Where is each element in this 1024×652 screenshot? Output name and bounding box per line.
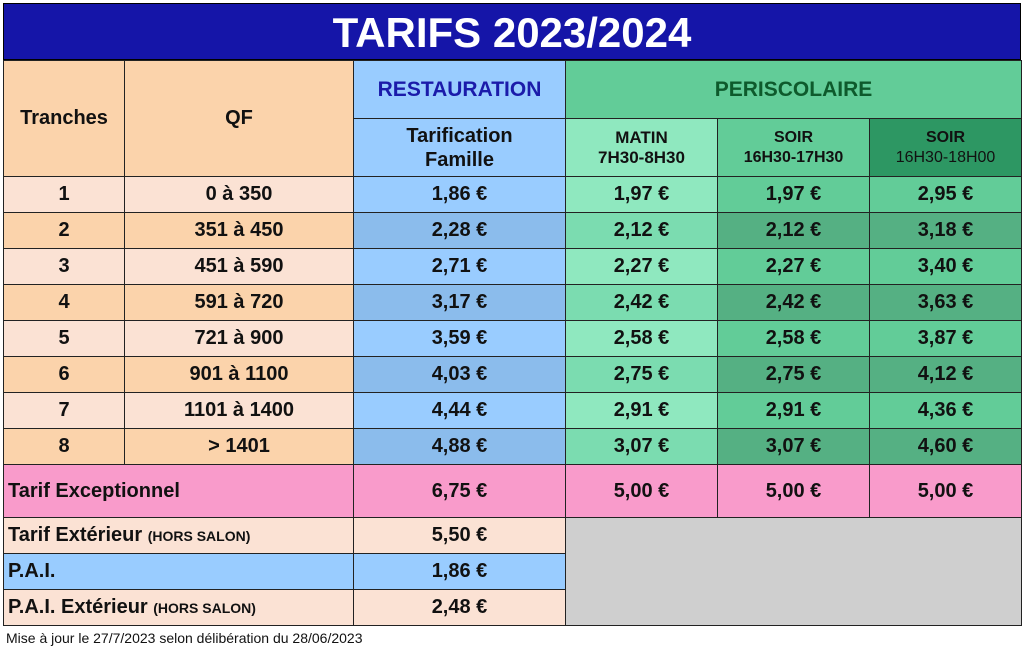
matin-cell: 3,07 € [565, 428, 718, 465]
matin-cell: 2,75 € [565, 356, 718, 393]
matin-cell: 1,97 € [565, 176, 718, 213]
soir2-cell: 2,95 € [869, 176, 1022, 213]
row-pai-exterieur: P.A.I. Extérieur (HORS SALON) 2,48 € [3, 589, 1022, 626]
soir2-cell: 4,36 € [869, 392, 1022, 429]
exceptionnel-soir1: 5,00 € [717, 464, 870, 518]
pai-ext-note: (HORS SALON) [153, 600, 256, 616]
soir1-cell: 2,58 € [717, 320, 870, 357]
rest-cell: 4,44 € [353, 392, 566, 429]
row-pai: P.A.I. 1,86 € [3, 553, 1022, 590]
rest-cell: 1,86 € [353, 176, 566, 213]
soir2-cell: 3,63 € [869, 284, 1022, 321]
rest-cell: 4,03 € [353, 356, 566, 393]
header-row-1: Tranches QF RESTAURATION PERISCOLAIRE [3, 60, 1022, 177]
table-row: 7 1101 à 1400 4,44 € 2,91 € 2,91 € 4,36 … [3, 392, 1022, 429]
tranche-cell: 6 [3, 356, 125, 393]
page-title: TARIFS 2023/2024 [3, 3, 1021, 60]
header-soir1-line1: SOIR [773, 128, 814, 146]
exceptionnel-rest: 6,75 € [353, 464, 566, 518]
table-row: 8 > 1401 4,88 € 3,07 € 3,07 € 4,60 € [3, 428, 1022, 465]
qf-cell: 721 à 900 [124, 320, 354, 357]
empty-grey-area [565, 517, 1022, 626]
rest-cell: 3,17 € [353, 284, 566, 321]
header-matin: MATIN 7H30-8H30 [565, 118, 718, 177]
table-row: 4 591 à 720 3,17 € 2,42 € 2,42 € 3,63 € [3, 284, 1022, 321]
soir1-cell: 2,75 € [717, 356, 870, 393]
tranche-cell: 8 [3, 428, 125, 465]
header-tarification-line2: Famille [425, 148, 494, 171]
qf-cell: 1101 à 1400 [124, 392, 354, 429]
tranche-cell: 4 [3, 284, 125, 321]
matin-cell: 2,12 € [565, 212, 718, 249]
soir1-cell: 1,97 € [717, 176, 870, 213]
soir2-cell: 4,12 € [869, 356, 1022, 393]
row-exceptionnel: Tarif Exceptionnel 6,75 € 5,00 € 5,00 € … [3, 464, 1022, 518]
soir1-cell: 2,91 € [717, 392, 870, 429]
exterieur-label: Tarif Extérieur [8, 524, 143, 546]
header-soir-1800: SOIR 16H30-18H00 [869, 118, 1022, 177]
exterieur-rest: 5,50 € [353, 517, 566, 554]
footer-note: Mise à jour le 27/7/2023 selon délibérat… [6, 630, 363, 646]
exceptionnel-label: Tarif Exceptionnel [3, 464, 354, 518]
table-row: 6 901 à 1100 4,03 € 2,75 € 2,75 € 4,12 € [3, 356, 1022, 393]
header-soir2-line1: SOIR [925, 128, 966, 146]
soir2-cell: 4,60 € [869, 428, 1022, 465]
matin-cell: 2,58 € [565, 320, 718, 357]
soir1-cell: 2,12 € [717, 212, 870, 249]
header-periscolaire: PERISCOLAIRE [565, 60, 1022, 119]
soir1-cell: 3,07 € [717, 428, 870, 465]
header-row-2: Tarification Famille MATIN 7H30-8H30 SOI… [4, 118, 1022, 177]
qf-cell: 351 à 450 [124, 212, 354, 249]
soir2-cell: 3,87 € [869, 320, 1022, 357]
pai-ext-label: P.A.I. Extérieur [8, 596, 148, 618]
table-row: 2 351 à 450 2,28 € 2,12 € 2,12 € 3,18 € [3, 212, 1022, 249]
qf-cell: 451 à 590 [124, 248, 354, 285]
exceptionnel-matin: 5,00 € [565, 464, 718, 518]
tranche-cell: 1 [3, 176, 125, 213]
qf-cell: 0 à 350 [124, 176, 354, 213]
soir2-cell: 3,18 € [869, 212, 1022, 249]
tranche-cell: 2 [3, 212, 125, 249]
pai-ext-label-cell: P.A.I. Extérieur (HORS SALON) [3, 589, 354, 626]
exceptionnel-soir2: 5,00 € [869, 464, 1022, 518]
exterieur-label-cell: Tarif Extérieur (HORS SALON) [3, 517, 354, 554]
pai-rest: 1,86 € [353, 553, 566, 590]
table-row: 3 451 à 590 2,71 € 2,27 € 2,27 € 3,40 € [3, 248, 1022, 285]
header-restauration: RESTAURATION [353, 60, 566, 119]
qf-cell: > 1401 [124, 428, 354, 465]
qf-cell: 591 à 720 [124, 284, 354, 321]
matin-cell: 2,91 € [565, 392, 718, 429]
pai-label: P.A.I. [3, 553, 354, 590]
qf-cell: 901 à 1100 [124, 356, 354, 393]
header-soir-1730: SOIR 16H30-17H30 [717, 118, 870, 177]
tarifs-document: TARIFS 2023/2024 Tranches QF RESTAURATIO… [3, 3, 1022, 626]
header-soir2-line2: 16H30-18H00 [895, 148, 996, 166]
matin-cell: 2,42 € [565, 284, 718, 321]
soir2-cell: 3,40 € [869, 248, 1022, 285]
header-qf: QF [124, 60, 354, 177]
header-soir1-line2: 16H30-17H30 [743, 148, 844, 166]
header-tarification: Tarification Famille [353, 118, 566, 177]
exterieur-note: (HORS SALON) [147, 528, 251, 544]
header-tarification-line1: Tarification [406, 124, 513, 147]
rest-cell: 2,71 € [353, 248, 566, 285]
tranche-cell: 7 [3, 392, 125, 429]
soir1-cell: 2,27 € [717, 248, 870, 285]
matin-cell: 2,27 € [565, 248, 718, 285]
tranche-cell: 3 [3, 248, 125, 285]
tarifs-table: Tranches QF RESTAURATION PERISCOLAIRE Ta… [3, 60, 1022, 626]
soir1-cell: 2,42 € [717, 284, 870, 321]
rest-cell: 3,59 € [353, 320, 566, 357]
rest-cell: 2,28 € [353, 212, 566, 249]
rest-cell: 4,88 € [353, 428, 566, 465]
header-matin-line2: 7H30-8H30 [598, 147, 685, 167]
tranche-cell: 5 [3, 320, 125, 357]
header-tranches: Tranches [3, 60, 125, 177]
row-exterieur: Tarif Extérieur (HORS SALON) 5,50 € [3, 517, 1022, 626]
header-matin-line1: MATIN [615, 127, 668, 147]
table-row: 5 721 à 900 3,59 € 2,58 € 2,58 € 3,87 € [3, 320, 1022, 357]
pai-ext-rest: 2,48 € [353, 589, 566, 626]
table-row: 1 0 à 350 1,86 € 1,97 € 1,97 € 2,95 € [3, 176, 1022, 213]
